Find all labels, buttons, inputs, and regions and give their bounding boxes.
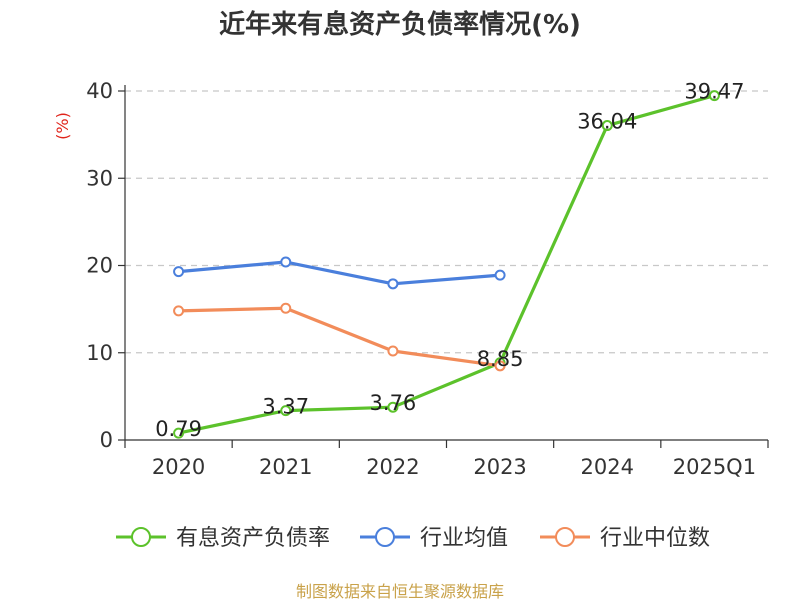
legend-label: 行业中位数 [600,526,710,551]
data-point [494,360,506,372]
x-tick-label: 2024 [581,455,634,479]
data-point [387,345,399,357]
x-tick-label: 2020 [152,455,205,479]
data-label: 0.79 [155,417,202,441]
y-tick-label: 30 [86,166,113,190]
data-point [387,401,399,413]
grid [125,90,768,354]
legend-label: 有息资产负债率 [176,526,330,551]
data-point [173,266,185,278]
y-tick-label: 20 [86,254,113,278]
legend-label: 行业均值 [420,526,508,551]
data-point [280,302,292,314]
series [173,90,720,439]
data-point [708,90,720,102]
data-label: 3.37 [262,395,309,419]
data-point [387,278,399,290]
data-label: 3.76 [370,391,417,415]
x-tick-label: 2023 [473,455,526,479]
y-tick-label: 10 [86,341,113,365]
x-tick-label: 2021 [259,455,312,479]
axes: 0 10 20 30 40 2020 2021 2022 2023 2024 2025Q1 [86,79,769,479]
legend-item: 有息资产负债率 [116,526,330,551]
x-tick-label: 2022 [366,455,419,479]
data-label: 39.47 [684,80,744,104]
source-note: 制图数据来自恒生聚源数据库 [295,582,504,601]
data-labels: 0.79 3.37 3.76 8.85 36.04 39.47 [155,80,744,441]
legend-marker [555,527,575,547]
data-point [494,269,506,281]
data-point [173,305,185,317]
legend-marker [131,527,151,547]
series-line [178,94,715,435]
legend-item: 行业均值 [360,526,508,551]
series-line [178,260,501,286]
legend-marker [375,527,395,547]
y-axis-label: (%) [53,112,72,140]
data-label: 8.85 [477,347,524,371]
chart-title: 近年来有息资产负债率情况(%) [219,10,581,40]
data-point [173,427,185,439]
data-point [280,405,292,417]
y-tick-label: 40 [86,79,113,103]
x-tick-label: 2025Q1 [673,455,756,479]
y-tick-label: 0 [100,428,113,452]
data-point [280,256,292,268]
data-label: 36.04 [577,110,637,134]
legend: 有息资产负债率 行业均值 行业中位数 [116,526,710,551]
legend-item: 行业中位数 [540,526,710,551]
series-line [178,306,501,368]
data-point [601,120,613,132]
